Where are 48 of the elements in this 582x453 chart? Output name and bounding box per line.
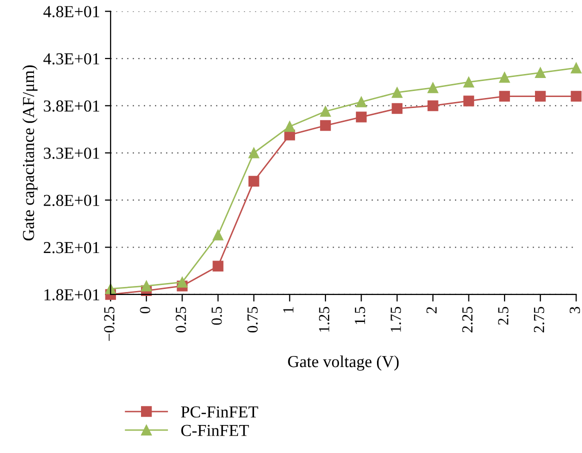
- y-tick-label: 2.3E+01: [44, 242, 100, 254]
- x-tick-label: 2.25: [462, 306, 473, 332]
- legend-label: PC-FinFET: [181, 406, 258, 418]
- x-tick-label: 2.5: [498, 306, 508, 325]
- point: [463, 96, 474, 106]
- point: [534, 67, 546, 78]
- y-axis-title: Gate capacitance (AF/μm): [22, 65, 38, 240]
- point: [570, 62, 582, 74]
- x-tick-label: 1: [283, 307, 294, 313]
- x-tick-label: −0.25: [104, 306, 114, 341]
- y-tick-label: 4.8E+01: [43, 6, 100, 18]
- point: [212, 230, 224, 240]
- point: [320, 120, 331, 131]
- point: [356, 112, 367, 122]
- point: [428, 100, 438, 112]
- point: [463, 76, 474, 88]
- point: [428, 82, 438, 94]
- x-axis-title: Gate voltage (V): [288, 355, 399, 371]
- x-tick-label: 1.25: [319, 306, 330, 332]
- x-tick-label: 2.75: [534, 306, 544, 332]
- point: [534, 90, 546, 102]
- point: [248, 148, 260, 158]
- point: [392, 103, 402, 114]
- point: [248, 176, 260, 187]
- y-tick-label: 2.8E+01: [44, 194, 100, 206]
- x-tick-label: 0: [140, 306, 150, 314]
- x-tick-label: 0.25: [176, 306, 186, 332]
- x-tick-label: 2: [426, 307, 437, 314]
- x-tick-label: 0.5: [212, 306, 222, 325]
- point: [356, 96, 367, 108]
- y-tick-label: 1.8E+01: [44, 289, 100, 300]
- point: [284, 121, 296, 132]
- point: [392, 87, 402, 98]
- x-tick-label: 3: [570, 306, 580, 314]
- point: [176, 276, 188, 288]
- legend-label: C-FinFET: [181, 424, 249, 436]
- point: [570, 90, 582, 102]
- point: [141, 280, 152, 292]
- y-tick-label: 3.3E+01: [44, 148, 100, 159]
- x-tick-label: 0.75: [247, 306, 258, 332]
- point: [320, 106, 331, 117]
- y-tick-label: 3.8E+01: [44, 100, 100, 112]
- point: [499, 90, 510, 102]
- point: [499, 72, 510, 83]
- y-tick-label: 4.3E+01: [43, 53, 100, 65]
- x-tick-label: 1.75: [390, 306, 401, 332]
- point: [212, 260, 224, 272]
- x-tick-label: 1.5: [354, 306, 366, 324]
